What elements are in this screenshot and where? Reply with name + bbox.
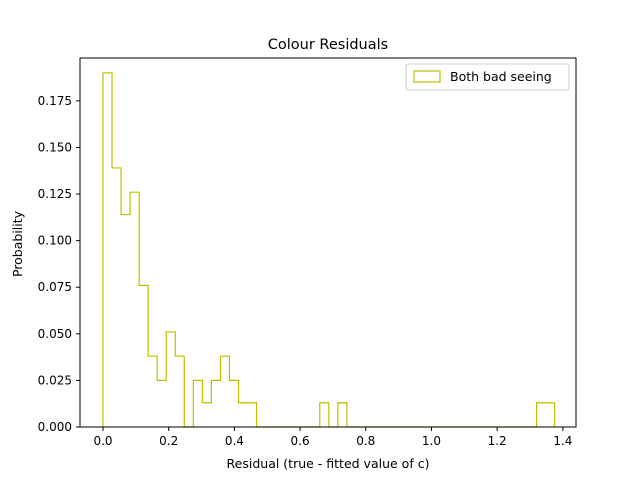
y-tick-label: 0.100 — [38, 234, 72, 248]
x-tick-label: 0.4 — [225, 434, 244, 448]
legend-swatch — [413, 70, 441, 83]
legend-frame — [405, 63, 570, 91]
x-axis-label: Residual (true - fitted value of c) — [227, 456, 430, 471]
y-axis-label: Probability — [10, 210, 25, 277]
chart-title: Colour Residuals — [268, 37, 388, 53]
legend: Both bad seeing — [405, 63, 570, 91]
x-tick-label: 0.0 — [93, 434, 112, 448]
x-axis-ticks: 0.0 0.2 0.4 0.6 0.8 1.0 1.2 1.4 — [93, 427, 572, 448]
legend-label: Both bad seeing — [450, 69, 552, 84]
x-tick-label: 0.8 — [356, 434, 375, 448]
y-tick-label: 0.150 — [38, 140, 72, 154]
x-tick-label: 0.6 — [291, 434, 310, 448]
axes-frame — [79, 57, 577, 428]
y-tick-label: 0.075 — [38, 280, 72, 294]
x-tick-label: 1.0 — [422, 434, 441, 448]
y-tick-label: 0.025 — [38, 373, 72, 387]
x-tick-label: 0.2 — [159, 434, 178, 448]
y-axis-ticks: 0.000 0.025 0.050 0.075 0.100 0.125 0.150 0.175 — [38, 94, 80, 434]
x-tick-label: 1.4 — [553, 434, 572, 448]
plot-area — [79, 57, 577, 428]
y-tick-label: 0.000 — [38, 420, 72, 434]
x-tick-label: 1.2 — [488, 434, 507, 448]
y-tick-label: 0.125 — [38, 187, 72, 201]
y-tick-label: 0.050 — [38, 327, 72, 341]
y-tick-label: 0.175 — [38, 94, 72, 108]
